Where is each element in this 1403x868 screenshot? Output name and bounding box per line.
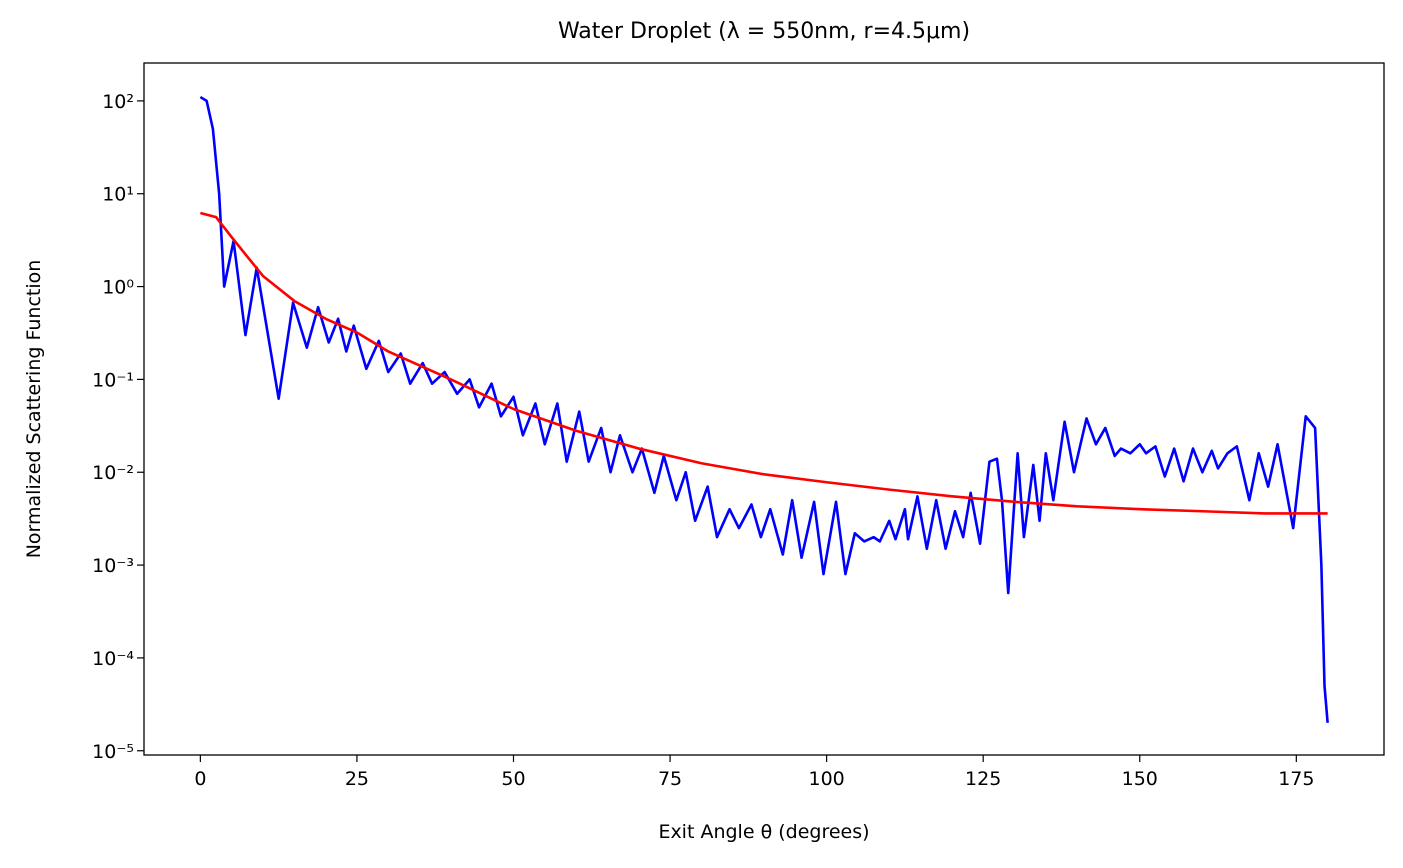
x-tick-label: 150	[1122, 768, 1158, 790]
plot-frame	[143, 62, 1385, 756]
chart-title: Water Droplet (λ = 550nm, r=4.5μm)	[558, 19, 970, 44]
x-tick-label: 0	[194, 768, 206, 790]
x-tick-label: 125	[965, 768, 1001, 790]
y-tick-label: 10⁻²	[92, 462, 134, 484]
x-axis-label: Exit Angle θ (degrees)	[658, 821, 869, 843]
y-tick-label: 10¹	[102, 184, 134, 206]
y-tick-label: 10⁻¹	[92, 369, 134, 391]
data-line	[200, 211, 1328, 515]
x-tick-label: 100	[808, 768, 844, 790]
y-tick-label: 10⁰	[102, 277, 134, 299]
data-line	[199, 95, 1329, 723]
x-tick-label: 75	[658, 768, 682, 790]
x-tick-label: 50	[501, 768, 525, 790]
x-tick-label: 25	[345, 768, 369, 790]
y-tick-label: 10⁻³	[92, 555, 134, 577]
y-tick-label: 10²	[102, 91, 134, 113]
x-tick-label: 175	[1278, 768, 1314, 790]
y-tick-label: 10⁻⁴	[92, 648, 134, 670]
y-tick-label: 10⁻⁵	[92, 741, 134, 763]
y-axis-label: Normalized Scattering Function	[23, 260, 45, 559]
